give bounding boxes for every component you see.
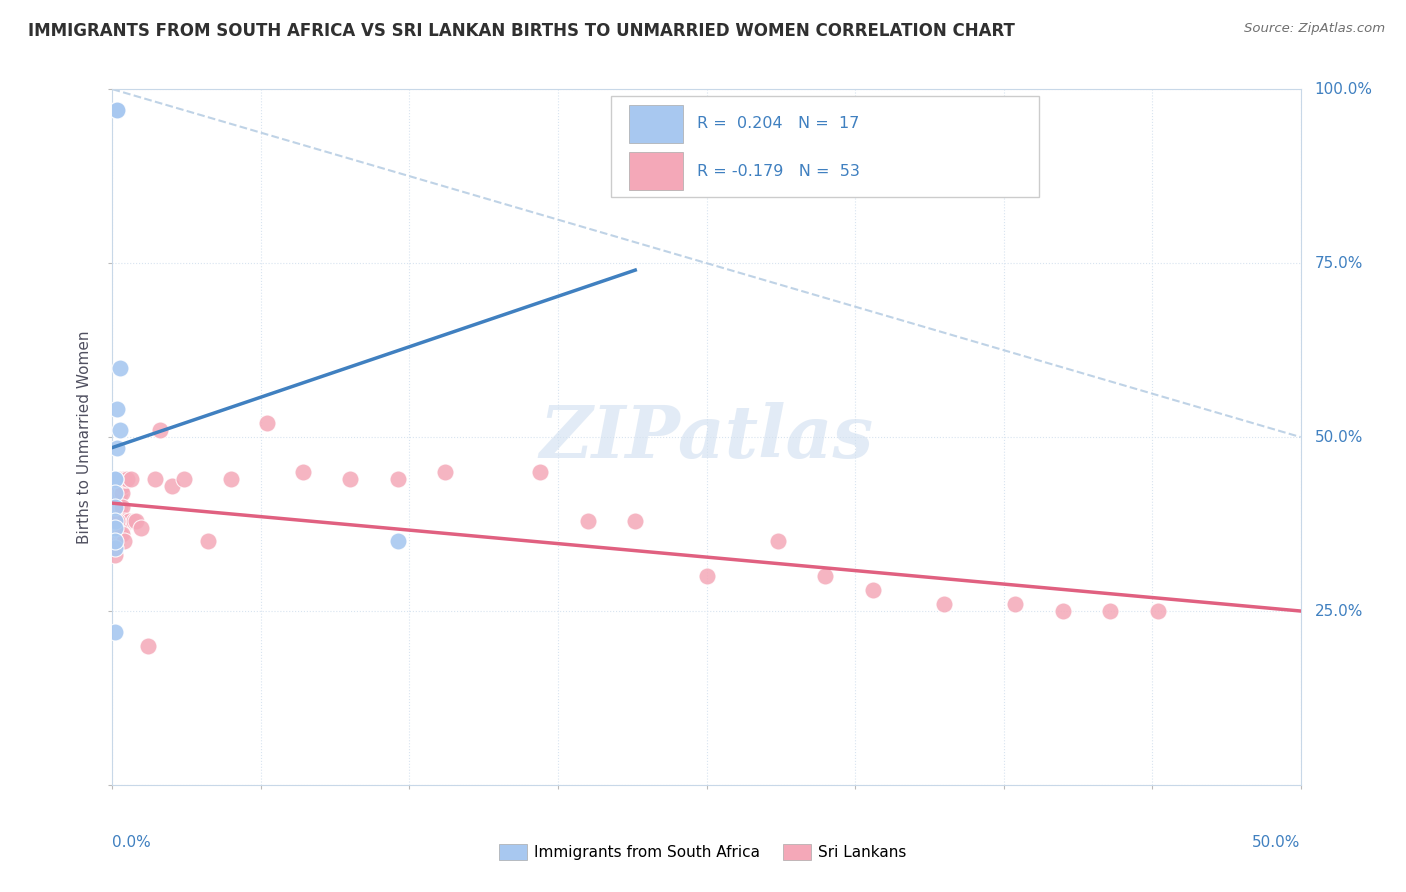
Point — [219, 472, 243, 486]
Point — [696, 569, 718, 583]
Point — [104, 485, 127, 500]
Point — [108, 520, 131, 534]
Point — [108, 500, 131, 514]
Point — [105, 402, 128, 417]
Point — [104, 520, 127, 534]
Point — [105, 103, 128, 117]
Point — [934, 597, 956, 611]
Text: IMMIGRANTS FROM SOUTH AFRICA VS SRI LANKAN BIRTHS TO UNMARRIED WOMEN CORRELATION: IMMIGRANTS FROM SOUTH AFRICA VS SRI LANK… — [28, 22, 1015, 40]
Point — [108, 360, 131, 375]
Point — [112, 534, 135, 549]
FancyBboxPatch shape — [630, 104, 683, 143]
Text: 100.0%: 100.0% — [1315, 82, 1372, 96]
Point — [129, 520, 152, 534]
Point — [387, 472, 409, 486]
Point — [291, 465, 314, 479]
Point — [256, 416, 278, 430]
FancyBboxPatch shape — [612, 96, 1039, 197]
Point — [111, 479, 134, 493]
Point — [104, 534, 127, 549]
Text: 75.0%: 75.0% — [1315, 256, 1364, 270]
Point — [387, 534, 409, 549]
Point — [105, 441, 128, 455]
Point — [104, 541, 127, 556]
Point — [104, 527, 127, 541]
Point — [143, 472, 166, 486]
Point — [576, 514, 599, 528]
Point — [1147, 604, 1170, 618]
Point — [104, 549, 127, 563]
Point — [104, 472, 127, 486]
Text: R =  0.204   N =  17: R = 0.204 N = 17 — [697, 117, 859, 131]
FancyBboxPatch shape — [630, 152, 683, 190]
Point — [108, 472, 131, 486]
Point — [108, 485, 131, 500]
Point — [105, 103, 128, 117]
Point — [122, 514, 145, 528]
Point — [104, 472, 127, 486]
Point — [104, 534, 127, 549]
Point — [862, 583, 884, 598]
Point — [111, 500, 134, 514]
Point — [112, 472, 135, 486]
Point — [105, 492, 128, 507]
Point — [111, 520, 134, 534]
Point — [115, 472, 138, 486]
Text: 25.0%: 25.0% — [1315, 604, 1364, 618]
Point — [105, 514, 128, 528]
Point — [105, 479, 128, 493]
Point — [434, 465, 457, 479]
Point — [529, 465, 551, 479]
Point — [1004, 597, 1026, 611]
Point — [105, 103, 128, 117]
Text: 50.0%: 50.0% — [1253, 836, 1301, 850]
Point — [814, 569, 837, 583]
Text: R = -0.179   N =  53: R = -0.179 N = 53 — [697, 164, 860, 178]
Point — [197, 534, 219, 549]
Point — [125, 514, 148, 528]
Point — [104, 514, 127, 528]
Point — [1052, 604, 1074, 618]
Legend: Immigrants from South Africa, Sri Lankans: Immigrants from South Africa, Sri Lankan… — [494, 838, 912, 866]
Text: 50.0%: 50.0% — [1315, 430, 1364, 444]
Point — [104, 485, 127, 500]
Point — [118, 514, 141, 528]
Point — [149, 423, 172, 437]
Point — [160, 479, 183, 493]
Point — [104, 492, 127, 507]
Point — [136, 639, 159, 653]
Text: 0.0%: 0.0% — [112, 836, 152, 850]
Point — [766, 534, 789, 549]
Point — [112, 514, 135, 528]
Point — [121, 472, 143, 486]
Text: ZIPatlas: ZIPatlas — [540, 401, 873, 473]
Point — [105, 514, 128, 528]
Point — [173, 472, 195, 486]
Point — [1099, 604, 1122, 618]
Text: Source: ZipAtlas.com: Source: ZipAtlas.com — [1244, 22, 1385, 36]
Point — [104, 514, 127, 528]
Point — [104, 500, 127, 514]
Point — [108, 423, 131, 437]
Point — [104, 624, 127, 639]
Point — [624, 514, 647, 528]
Point — [111, 485, 134, 500]
Point — [339, 472, 361, 486]
Point — [108, 527, 131, 541]
Point — [111, 527, 134, 541]
Y-axis label: Births to Unmarried Women: Births to Unmarried Women — [77, 330, 93, 544]
